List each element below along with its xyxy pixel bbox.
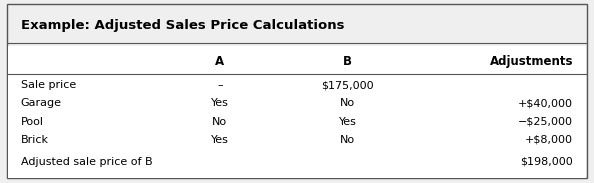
Text: No: No <box>212 117 228 127</box>
Text: Yes: Yes <box>211 98 229 108</box>
Text: Garage: Garage <box>21 98 62 108</box>
Text: +$40,000: +$40,000 <box>518 98 573 108</box>
Text: Adjustments: Adjustments <box>489 55 573 68</box>
Text: Brick: Brick <box>21 135 49 145</box>
Text: −$25,000: −$25,000 <box>518 117 573 127</box>
Text: B: B <box>343 55 352 68</box>
Text: –: – <box>217 80 223 90</box>
Text: Yes: Yes <box>211 135 229 145</box>
Text: Yes: Yes <box>339 117 356 127</box>
Text: $175,000: $175,000 <box>321 80 374 90</box>
FancyBboxPatch shape <box>7 4 587 178</box>
Text: A: A <box>215 55 225 68</box>
Text: Example: Adjusted Sales Price Calculations: Example: Adjusted Sales Price Calculatio… <box>21 19 345 32</box>
Text: Adjusted sale price of B: Adjusted sale price of B <box>21 157 153 167</box>
Text: No: No <box>340 135 355 145</box>
Text: Sale price: Sale price <box>21 80 76 90</box>
Text: $198,000: $198,000 <box>520 157 573 167</box>
Text: Pool: Pool <box>21 117 44 127</box>
Text: +$8,000: +$8,000 <box>525 135 573 145</box>
FancyBboxPatch shape <box>8 46 586 178</box>
Text: No: No <box>340 98 355 108</box>
